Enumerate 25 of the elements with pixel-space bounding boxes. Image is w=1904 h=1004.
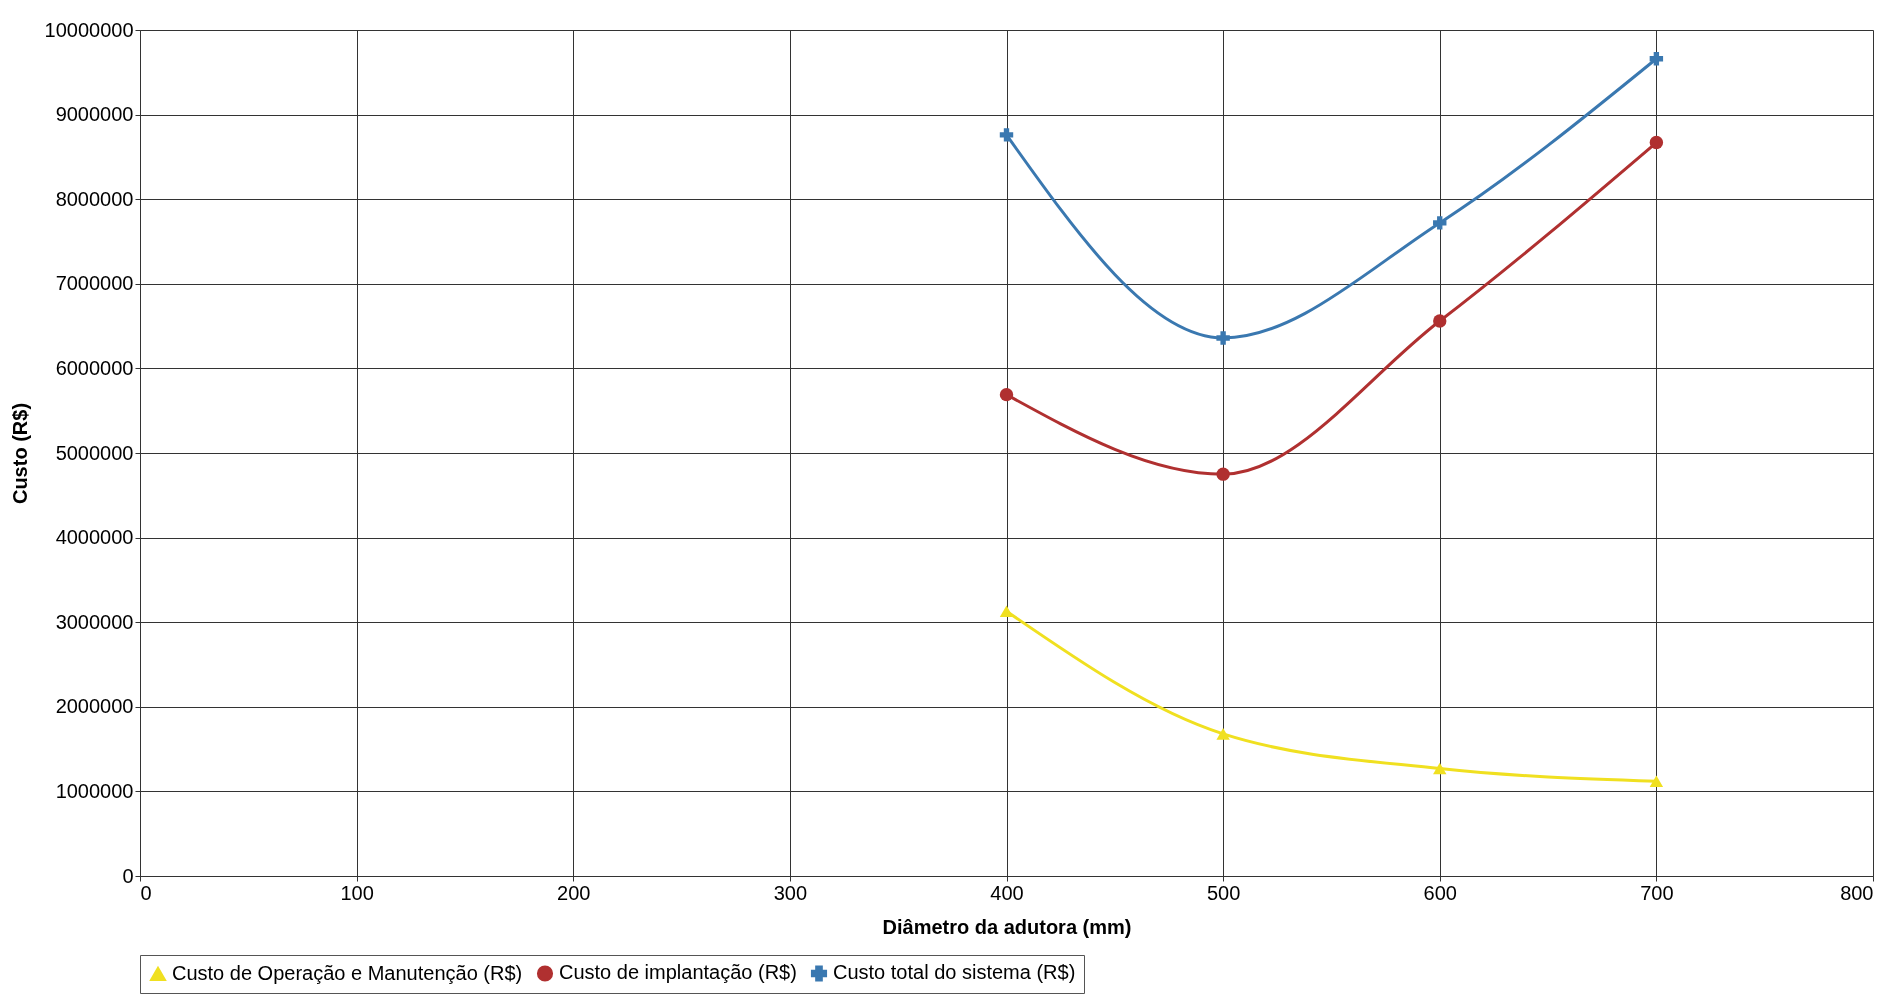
x-tick-label: 100 [340,881,374,904]
y-tick-label: 1000000 [55,779,134,802]
x-tick-label: 300 [773,881,808,904]
y-tick-label: 7000000 [55,272,134,295]
x-axis-title: Diâmetro da adutora (mm) [882,915,1132,938]
x-tick-label: 700 [1640,881,1674,904]
x-tick-label: 600 [1423,881,1457,904]
x-tick-label: 500 [1206,881,1241,904]
y-tick-label: 0 [122,864,134,887]
y-tick-label: 2000000 [55,695,134,718]
legend-label: Custo de Operação e Manutenção (R$) [172,961,523,984]
y-tick-label: 9000000 [55,103,134,126]
y-tick-label: 10000000 [44,18,134,41]
y-tick-label: 3000000 [55,610,134,633]
legend-label: Custo total do sistema (R$) [833,961,1076,984]
y-axis-title: Custo (R$) [8,402,31,505]
x-tick-label: 200 [557,881,591,904]
legend-label: Custo de implantação (R$) [559,961,797,984]
y-tick-label: 5000000 [55,441,134,464]
y-tick-label: 8000000 [55,187,134,210]
y-tick-label: 4000000 [55,526,134,549]
x-tick-label: 400 [990,881,1024,904]
x-tick-label: 0 [140,881,152,904]
y-tick-label: 6000000 [55,356,134,379]
x-tick-label: 800 [1840,881,1874,904]
